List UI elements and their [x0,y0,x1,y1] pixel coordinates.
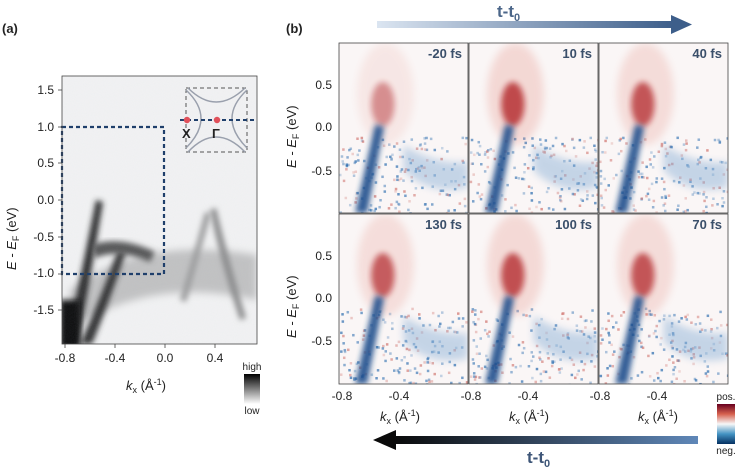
colorbar-high: high [243,362,262,373]
svg-text:-0.4: -0.4 [647,389,668,403]
panel-a-xlabel: kx (Å-1) [126,377,166,395]
panel-b-label: (b) [286,21,303,36]
a-ytick-m1p5: -1.5 [33,303,54,317]
b-xlabel-1: kx (Å-1) [380,408,420,426]
panel-b-ylabel-bottom: E - EF (eV) [284,275,301,338]
svg-text:-0.8: -0.8 [332,389,353,403]
panel-a-yticks: 1.5 1.0 0.5 0.0 -0.5 -1.0 -1.5 [33,83,62,317]
panel-a-dashed-box [60,125,166,276]
time-label: 130 fs [425,217,462,232]
a-ytick-1p5: 1.5 [37,83,54,97]
colorbar-gray [244,374,260,404]
colorbar-pos: pos. [717,392,736,403]
frame-70fs: 70 fs [598,213,729,385]
svg-text:0.5: 0.5 [315,249,332,263]
inset-label-x: X [182,126,191,141]
svg-text:-0.4: -0.4 [389,389,410,403]
a-xtick-0p0: 0.0 [157,351,174,365]
panel-b-ylabel-top: E - EF (eV) [284,105,301,168]
time-label: 70 fs [692,217,722,232]
a-ytick-1p0: 1.0 [37,120,54,134]
b-xlabel-2: kx (Å-1) [509,408,549,426]
panel-b-xticks: -0.8 -0.4 -0.8 -0.4 -0.8 -0.4 [332,389,668,403]
panel-b-yticks: 0.5 0.0 -0.5 0.5 0.0 -0.5 [311,78,332,348]
frame-m20fs: -20 fs [338,42,469,214]
b-xlabel-3: kx (Å-1) [638,408,678,426]
top-arrow-label: t-t0 [497,2,520,24]
svg-text:-0.8: -0.8 [590,389,611,403]
svg-text:-0.5: -0.5 [311,334,332,348]
a-ytick-0p0: 0.0 [37,193,54,207]
bottom-time-arrow: t-t0 [373,430,698,468]
time-label: 40 fs [692,46,722,61]
time-label: -20 fs [428,46,462,61]
svg-text:-0.8: -0.8 [461,389,482,403]
svg-text:0.0: 0.0 [315,291,332,305]
a-xtick-m0p8: -0.8 [55,351,76,365]
a-xtick-0p4: 0.4 [207,351,224,365]
time-label: 10 fs [562,46,592,61]
inset-label-gamma: Γ [212,126,220,141]
panel-a-label: (a) [2,21,18,36]
colorbar-diverging [717,404,735,444]
panel-b-colorbar: pos. neg. [716,392,735,457]
a-ytick-m0p5: -0.5 [33,230,54,244]
frame-100fs: 100 fs [468,213,599,385]
time-label: 100 fs [555,217,592,232]
svg-text:0.0: 0.0 [315,120,332,134]
a-ytick-0p5: 0.5 [37,156,54,170]
frame-40fs: 40 fs [598,42,729,214]
colorbar-neg: neg. [716,446,735,457]
a-ytick-m1p0: -1.0 [33,266,54,280]
panel-b-frames: -20 fs 10 fs 40 fs 130 fs 100 fs 70 fs [338,42,729,385]
top-time-arrow: t-t0 [377,2,692,34]
frame-130fs: 130 fs [338,213,469,385]
panel-b-xlabels: kx (Å-1) kx (Å-1) kx (Å-1) [380,408,678,426]
panel-a-ylabel: E - EF (eV) [4,207,21,270]
panel-a-plot: X Γ [60,75,258,345]
a-xtick-m0p4: -0.4 [105,351,126,365]
svg-text:-0.5: -0.5 [311,164,332,178]
panel-a-colorbar: high low [243,362,262,417]
svg-text:-0.4: -0.4 [518,389,539,403]
colorbar-low: low [244,406,260,417]
bottom-arrow-label: t-t0 [527,448,550,468]
panel-a-inset-bz: X Γ [180,87,256,153]
panel-a-intensity [62,76,257,344]
svg-text:0.5: 0.5 [315,78,332,92]
frame-10fs: 10 fs [468,42,599,214]
panel-a-xticks: -0.8 -0.4 0.0 0.4 [55,344,224,365]
